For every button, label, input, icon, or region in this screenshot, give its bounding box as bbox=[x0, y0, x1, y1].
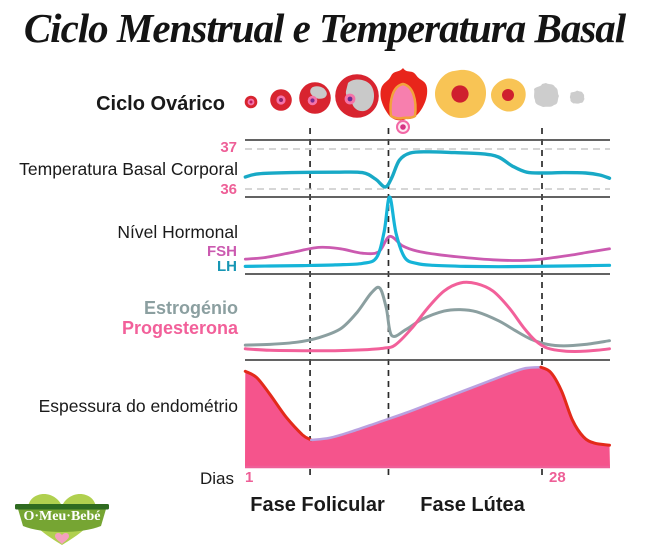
follicular-phase-label: Fase Folicular bbox=[250, 494, 385, 516]
progesterone-legend-label: Progesterona bbox=[121, 318, 238, 338]
corpus-albicans-remnant-icon bbox=[569, 90, 585, 104]
day-28-tick: 28 bbox=[549, 469, 566, 486]
days-axis-label: Dias bbox=[199, 469, 234, 488]
growing-follicle-icon bbox=[270, 89, 292, 111]
page-title: Ciclo Menstrual e Temperatura Basal bbox=[23, 5, 626, 51]
o-meu-bebe-logo bbox=[15, 494, 109, 545]
day-1-tick: 1 bbox=[245, 469, 254, 486]
degenerating-corpus-luteum-icon bbox=[490, 78, 526, 112]
corpus-luteum-icon bbox=[435, 69, 487, 119]
primordial-follicle-icon bbox=[244, 95, 258, 109]
corpus-albicans-icon bbox=[534, 83, 559, 107]
endometrium-panel-label: Espessura do endométrio bbox=[38, 396, 238, 416]
tick-36-label: 36 bbox=[220, 181, 237, 198]
tick-37-label: 37 bbox=[220, 139, 237, 156]
logo-text: O·Meu·Bebé bbox=[23, 509, 101, 524]
lh-legend-label: LH bbox=[217, 258, 237, 275]
mature-follicle-icon bbox=[335, 74, 379, 118]
secondary-follicle-icon bbox=[299, 82, 331, 114]
hormone-panel-label: Nível Hormonal bbox=[117, 222, 238, 242]
estrogen-legend-label: Estrogénio bbox=[143, 298, 238, 318]
temperature-panel-label: Temperatura Basal Corporal bbox=[19, 159, 238, 179]
ovulation-with-egg-icon bbox=[380, 68, 428, 134]
luteal-phase-label: Fase Lútea bbox=[420, 494, 525, 516]
ovarian-cycle-label: Ciclo Ovárico bbox=[96, 93, 225, 115]
fsh-legend-label: FSH bbox=[207, 243, 237, 260]
